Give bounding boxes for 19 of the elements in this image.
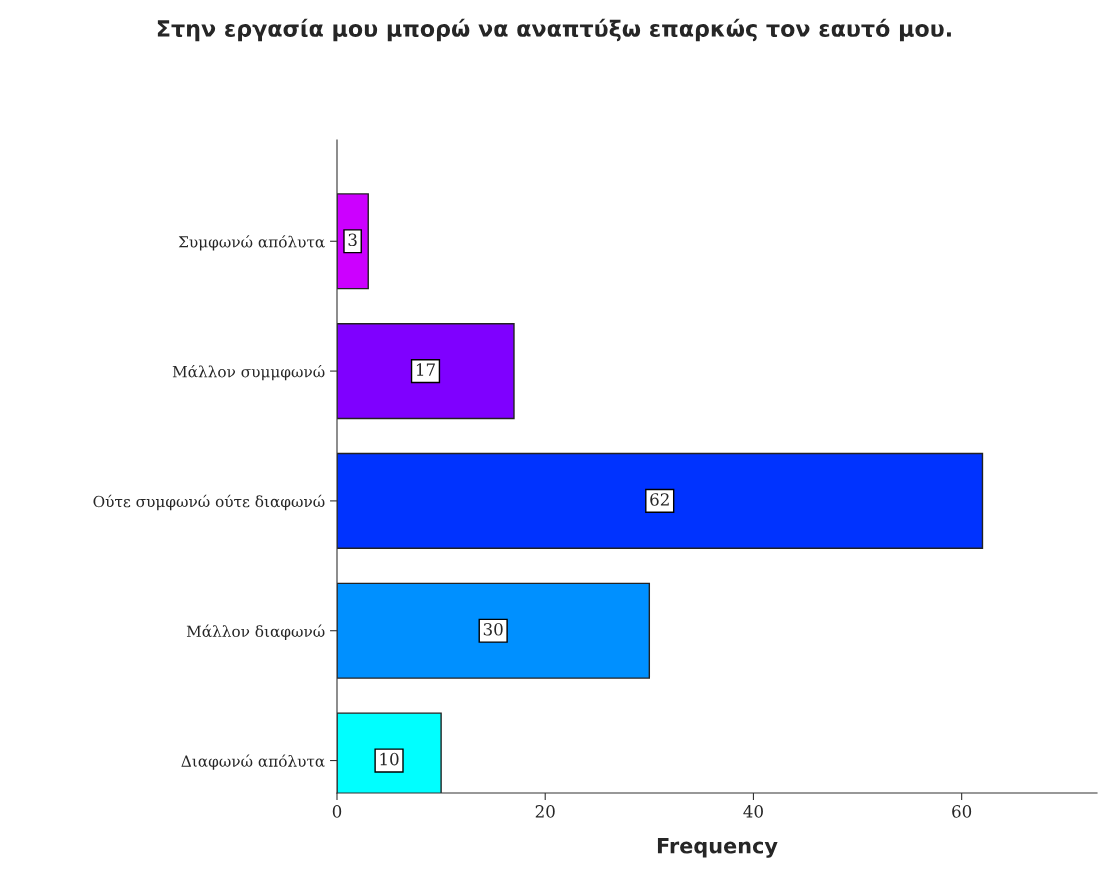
x-axis-title: Frequency (657, 838, 778, 858)
y-tick-label: Συμφωνώ απόλυτα (178, 235, 325, 251)
bar (337, 452, 984, 549)
bar (337, 582, 651, 679)
y-tick-label: Μάλλον διαφωνώ (186, 624, 325, 641)
y-tick-label: Ούτε συμφωνώ ούτε διαφωνώ (93, 494, 325, 511)
data-label: 17 (416, 363, 435, 376)
x-tick-label: 40 (743, 805, 763, 818)
x-tick-label: 0 (332, 805, 342, 818)
bar (337, 323, 515, 420)
x-tick-label: 60 (952, 805, 972, 818)
y-tick-label: Μάλλον συμμφωνώ (172, 364, 325, 381)
data-label: 62 (650, 493, 669, 506)
data-label: 3 (348, 233, 357, 247)
chart-title: Στην εργασία μου μπορώ να αναπτύξω επαρκώς τον εαυτό μου. (157, 18, 951, 42)
y-tick-label: Διαφωνώ απόλυτα (181, 754, 325, 770)
data-label: 10 (380, 752, 399, 766)
data-label: 30 (483, 622, 503, 636)
x-tick-label: 20 (535, 805, 555, 818)
